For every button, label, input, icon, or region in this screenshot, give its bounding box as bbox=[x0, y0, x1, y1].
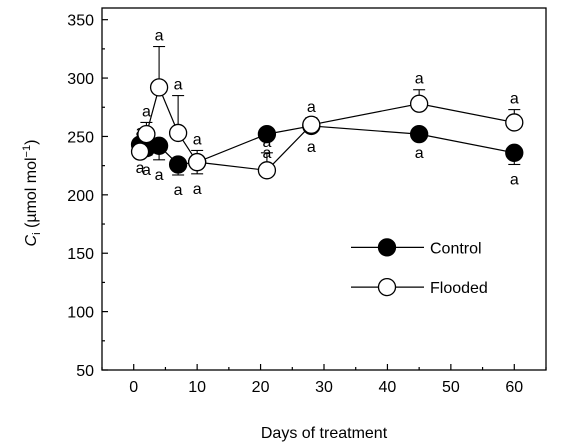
data-point bbox=[187, 152, 207, 172]
significance-label: a bbox=[415, 145, 424, 162]
data-point bbox=[130, 142, 150, 161]
legend-marker bbox=[377, 238, 397, 257]
significance-label: a bbox=[142, 103, 151, 120]
significance-label: a bbox=[193, 131, 202, 148]
x-tick-label: 50 bbox=[442, 379, 460, 396]
significance-label: a bbox=[307, 139, 316, 156]
legend: Control Flooded bbox=[351, 238, 488, 297]
x-tick-label: 20 bbox=[252, 379, 270, 396]
x-tick-label: 60 bbox=[505, 379, 523, 396]
significance-label: a bbox=[262, 134, 271, 151]
data-point bbox=[257, 161, 277, 180]
legend-label: Control bbox=[430, 240, 482, 257]
significance-label: a bbox=[155, 28, 164, 45]
x-axis-title: Days of treatment bbox=[261, 425, 388, 442]
data-point bbox=[168, 155, 188, 174]
significance-label: a bbox=[510, 91, 519, 108]
x-tick-label: 10 bbox=[188, 379, 206, 396]
y-tick-label: 50 bbox=[76, 363, 94, 380]
legend-label: Flooded bbox=[430, 280, 488, 297]
y-axis-title: Ci (µmol mol−1) bbox=[21, 140, 43, 247]
data-point bbox=[409, 94, 429, 113]
data-point bbox=[168, 123, 188, 143]
data-point bbox=[302, 115, 321, 134]
x-tick-label: 30 bbox=[315, 379, 333, 396]
x-tick-label: 0 bbox=[129, 379, 138, 396]
significance-label: a bbox=[174, 77, 183, 94]
data-point bbox=[257, 124, 277, 144]
plot-frame bbox=[101, 7, 547, 371]
data-point bbox=[137, 124, 156, 144]
y-tick-label: 100 bbox=[67, 305, 94, 322]
y-tick-label: 350 bbox=[67, 13, 94, 30]
significance-label: a bbox=[193, 181, 202, 198]
significance-label: a bbox=[415, 71, 424, 88]
significance-label: a bbox=[307, 99, 316, 116]
x-tick-label: 40 bbox=[379, 379, 397, 396]
data-point bbox=[505, 143, 524, 162]
significance-label: a bbox=[142, 162, 151, 179]
data-point bbox=[409, 124, 429, 144]
data-point bbox=[149, 136, 169, 155]
data-point bbox=[149, 78, 169, 97]
significance-label: a bbox=[174, 182, 183, 199]
data-point bbox=[505, 113, 524, 132]
significance-label: a bbox=[510, 171, 519, 188]
y-tick-label: 200 bbox=[67, 188, 94, 205]
y-tick-label: 150 bbox=[67, 246, 94, 263]
significance-label: a bbox=[155, 167, 164, 184]
significance-label: a bbox=[136, 160, 145, 177]
y-tick-label: 300 bbox=[67, 71, 94, 88]
legend-marker bbox=[377, 277, 397, 297]
plot-area: 0 10 20 30 40 50 60 50 100 150 200 250 300 350 Days of… bbox=[21, 7, 547, 442]
y-tick-label: 250 bbox=[67, 129, 94, 146]
